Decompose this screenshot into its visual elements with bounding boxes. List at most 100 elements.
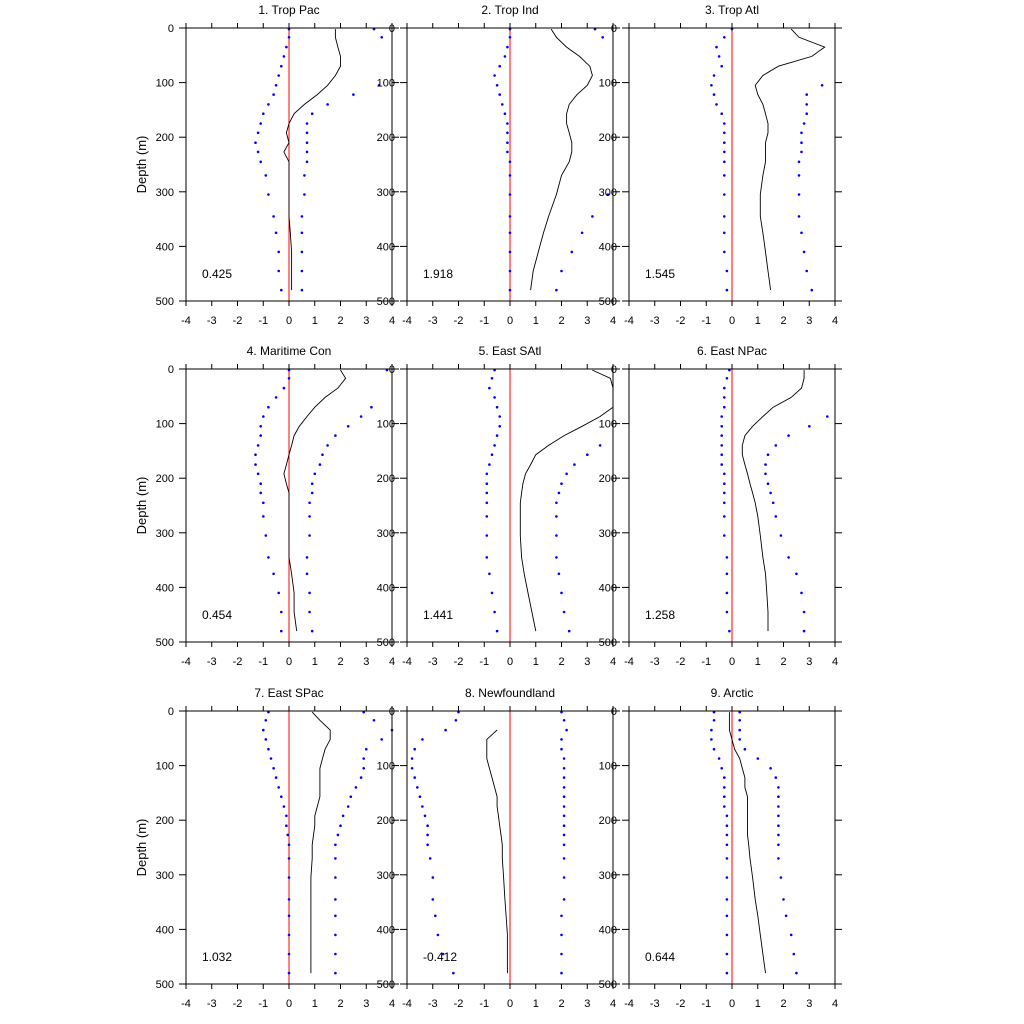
- upper-bound-point: [560, 591, 563, 595]
- upper-bound-point: [305, 160, 309, 164]
- upper-bound-point: [777, 824, 780, 827]
- lower-bound-point: [725, 814, 729, 818]
- lower-bound-point: [274, 776, 278, 779]
- panel-4: 4. Maritime Con -4 -3 -2 -1 0 1 2 3 4 0 100 200 300 40…: [134, 344, 399, 668]
- lower-bound-point: [723, 786, 726, 789]
- x-tick-label: 1: [533, 315, 539, 327]
- upper-bound-point: [334, 857, 337, 860]
- y-tick-label: 200: [377, 815, 395, 827]
- x-tick-label: -2: [454, 656, 464, 668]
- lower-bound-point: [503, 55, 507, 58]
- upper-bound-point: [782, 898, 785, 901]
- lower-bound-point: [725, 572, 729, 576]
- upper-bound-point: [738, 728, 741, 732]
- x-tick-label: 3: [806, 998, 812, 1010]
- upper-bound-point: [777, 814, 780, 818]
- upper-bound-point: [334, 971, 337, 975]
- lower-bound-point: [256, 472, 260, 476]
- lower-bound-point: [441, 952, 445, 956]
- lower-bound-point: [280, 610, 283, 614]
- x-tick-label: -2: [676, 315, 686, 327]
- lower-bound-point: [488, 572, 491, 576]
- lower-bound-point: [723, 231, 726, 235]
- lower-bound-point: [723, 386, 726, 390]
- lower-bound-point: [723, 250, 726, 254]
- x-tick-label: -2: [676, 656, 686, 668]
- upper-bound-point: [380, 738, 384, 741]
- y-tick-label: 300: [599, 870, 617, 882]
- upper-bound-point: [769, 491, 772, 495]
- upper-bound-point: [797, 160, 801, 164]
- x-tick-label: -4: [181, 998, 191, 1010]
- lower-bound-point: [725, 824, 729, 827]
- upper-bound-point: [354, 786, 358, 789]
- lower-bound-point: [508, 288, 512, 292]
- lower-bound-point: [493, 444, 496, 447]
- mean-profile-line: [530, 28, 593, 291]
- lower-bound-point: [503, 112, 507, 115]
- lower-bound-point: [508, 269, 512, 273]
- upper-bound-point: [555, 556, 558, 559]
- lower-bound-point: [274, 396, 278, 399]
- upper-bound-point: [308, 591, 311, 595]
- upper-bound-point: [560, 933, 563, 937]
- lower-bound-point: [431, 898, 435, 901]
- lower-bound-point: [436, 933, 440, 937]
- x-tick-label: -3: [650, 315, 660, 327]
- x-tick-label: -1: [258, 998, 268, 1010]
- lower-bound-point: [725, 610, 729, 614]
- upper-bound-point: [562, 719, 566, 722]
- x-tick-label: -3: [207, 315, 217, 327]
- lower-bound-point: [723, 534, 726, 537]
- y-tick-label: 500: [599, 637, 617, 649]
- lower-bound-point: [287, 898, 291, 901]
- lower-bound-point: [720, 444, 723, 447]
- y-tick-label: 400: [599, 582, 617, 594]
- lower-bound-point: [282, 55, 286, 58]
- y-tick-label: 500: [156, 637, 174, 649]
- panel-statistic: 1.545: [645, 267, 675, 281]
- lower-bound-point: [267, 405, 270, 409]
- x-tick-label: -1: [479, 656, 489, 668]
- lower-bound-point: [272, 215, 275, 218]
- upper-bound-point: [771, 501, 775, 505]
- upper-bound-point: [797, 174, 801, 177]
- lower-bound-point: [723, 122, 726, 125]
- lower-bound-point: [277, 786, 281, 789]
- upper-bound-point: [303, 193, 306, 196]
- upper-bound-point: [800, 150, 803, 154]
- lower-bound-point: [282, 805, 286, 808]
- lower-bound-point: [285, 45, 288, 49]
- upper-bound-point: [346, 805, 350, 808]
- upper-bound-point: [789, 933, 793, 937]
- panel-title: 1. Trop Pac: [258, 3, 319, 17]
- y-tick-label: 400: [156, 582, 174, 594]
- mean-profile-line: [754, 28, 826, 291]
- mean-profile-line: [283, 29, 341, 291]
- lower-bound-point: [715, 45, 718, 49]
- x-tick-label: 1: [312, 656, 318, 668]
- lower-bound-point: [264, 719, 268, 722]
- lower-bound-point: [712, 93, 716, 96]
- upper-bound-point: [562, 610, 566, 614]
- x-tick-label: 1: [533, 656, 539, 668]
- x-tick-label: 3: [363, 315, 369, 327]
- y-tick-label: 500: [599, 296, 617, 308]
- upper-bound-point: [349, 795, 353, 798]
- lower-bound-point: [508, 160, 512, 164]
- y-tick-label: 500: [377, 637, 395, 649]
- lower-bound-point: [493, 610, 496, 614]
- x-tick-label: 3: [584, 315, 590, 327]
- lower-bound-point: [444, 728, 447, 732]
- lower-bound-point: [725, 933, 729, 937]
- upper-bound-point: [352, 93, 355, 96]
- upper-bound-point: [766, 453, 770, 457]
- upper-bound-point: [565, 728, 568, 732]
- x-tick-label: 2: [780, 998, 786, 1010]
- y-axis-label: Depth (m): [134, 819, 149, 877]
- upper-bound-point: [362, 757, 366, 760]
- x-tick-label: -1: [701, 656, 711, 668]
- lower-bound-point: [282, 386, 286, 390]
- panel-statistic: -0.412: [423, 950, 457, 964]
- x-tick-label: -3: [650, 656, 660, 668]
